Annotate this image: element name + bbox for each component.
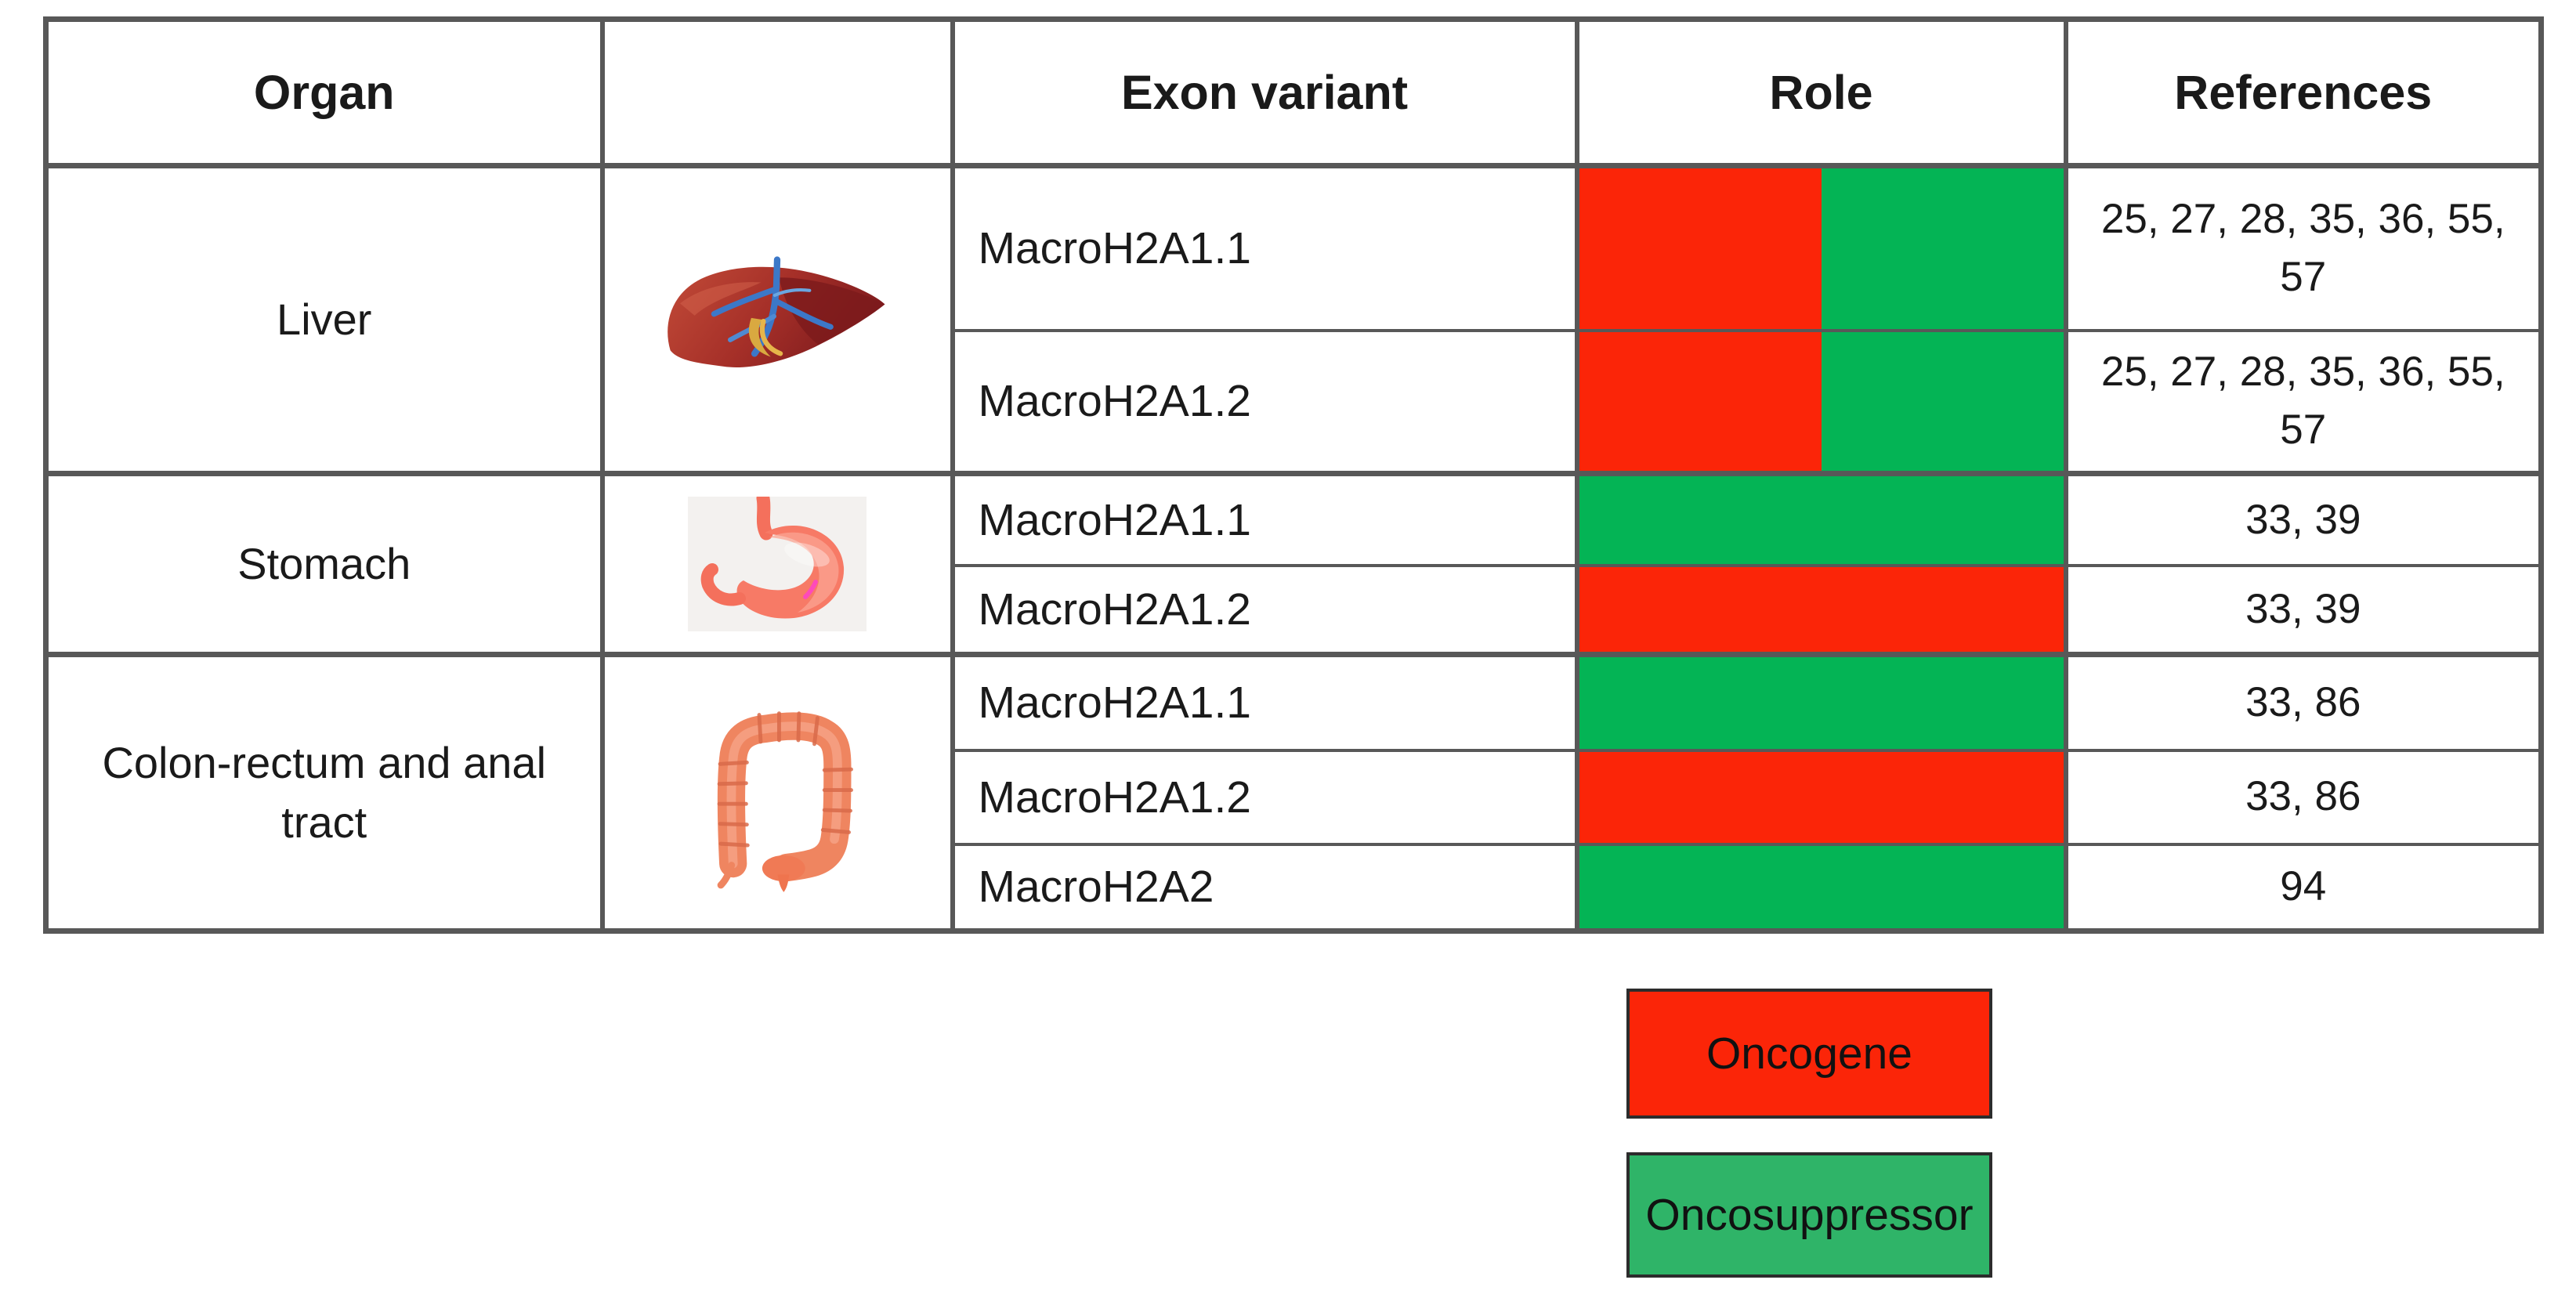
oncosuppressor-swatch xyxy=(1581,847,2061,928)
exon-variant-cell: MacroH2A1.2 xyxy=(950,748,1579,846)
organ-cell-liver: Liver xyxy=(43,163,605,475)
role-cell-colon-macroh2a1-1 xyxy=(1574,652,2068,752)
role-fill xyxy=(1581,847,2061,928)
table-row-stomach-macroh2a1-2: MacroH2A1.2 33, 39 xyxy=(46,563,2544,656)
role-cell-liver-macroh2a1-2 xyxy=(1574,328,2068,475)
organ-image-cell-liver xyxy=(599,163,955,475)
role-cell-colon-macroh2a1-2 xyxy=(1574,748,2068,846)
exon-variant-cell: MacroH2A1.2 xyxy=(950,563,1579,656)
table-row-liver-macroh2a1-2: MacroH2A1.2 25, 27, 28, 35, 36, 55, 57 xyxy=(46,328,2544,475)
legend-oncogene: Oncogene xyxy=(1626,989,1992,1119)
legend-oncogene-label: Oncogene xyxy=(1706,1029,1913,1079)
oncogene-swatch xyxy=(1581,171,1822,327)
oncosuppressor-swatch xyxy=(1821,333,2061,471)
legend-oncosuppressor: Oncosuppressor xyxy=(1626,1152,1992,1278)
oncosuppressor-swatch xyxy=(1581,479,2061,562)
references-cell: 25, 27, 28, 35, 36, 55, 57 xyxy=(2063,163,2544,332)
oncogene-swatch xyxy=(1581,568,2061,652)
organ-cell-colon-rectum: Colon-rectum and anal tract xyxy=(43,652,605,933)
table-row-colon-macroh2a1-2: MacroH2A1.2 33, 86 xyxy=(46,748,2544,846)
oncosuppressor-swatch xyxy=(1821,171,2061,327)
role-cell-colon-macroh2a2 xyxy=(1574,842,2068,933)
oncogene-swatch xyxy=(1581,753,2061,841)
oncogene-swatch xyxy=(1581,333,1822,471)
table-row-colon-macroh2a2: MacroH2A2 94 xyxy=(46,842,2544,933)
role-split xyxy=(1581,333,2061,471)
role-split xyxy=(1581,171,2061,327)
column-header-organ-image xyxy=(599,17,955,168)
table-row-liver-macroh2a1-1: Liver xyxy=(43,163,2544,475)
references-cell: 33, 86 xyxy=(2063,748,2544,846)
column-header-organ: Organ xyxy=(43,17,605,168)
table-row-stomach-macroh2a1-1: Stomach MacroH2A1.1 xyxy=(43,471,2544,656)
colon-icon xyxy=(717,710,853,892)
organ-cell-stomach: Stomach xyxy=(43,471,605,656)
macroh2a-variants-table: Organ Exon variant Role References Liver xyxy=(43,16,2544,934)
references-cell: 33, 39 xyxy=(2063,563,2544,656)
references-cell: 33, 39 xyxy=(2063,471,2544,567)
exon-variant-cell: MacroH2A1.1 xyxy=(950,652,1579,752)
header-row: Organ Exon variant Role References xyxy=(43,17,2544,168)
table-row-colon-macroh2a1-1: Colon-rectum and anal tract xyxy=(43,652,2544,933)
exon-variant-cell: MacroH2A2 xyxy=(950,842,1579,933)
organ-image-cell-colon xyxy=(599,652,955,933)
role-cell-liver-macroh2a1-1 xyxy=(1574,163,2068,332)
references-cell: 25, 27, 28, 35, 36, 55, 57 xyxy=(2063,328,2544,475)
stomach-icon xyxy=(688,497,867,631)
column-header-references: References xyxy=(2063,17,2544,168)
column-header-exon-variant: Exon variant xyxy=(950,17,1579,168)
role-cell-stomach-macroh2a1-1 xyxy=(1574,471,2068,567)
column-header-role: Role xyxy=(1574,17,2068,168)
role-fill xyxy=(1581,568,2061,652)
exon-variant-cell: MacroH2A1.1 xyxy=(950,163,1579,332)
organ-image-cell-stomach xyxy=(599,471,955,656)
legend-oncosuppressor-label: Oncosuppressor xyxy=(1645,1190,1974,1240)
oncosuppressor-swatch xyxy=(1581,660,2061,747)
references-cell: 33, 86 xyxy=(2063,652,2544,752)
role-fill xyxy=(1581,660,2061,747)
liver-icon xyxy=(668,256,885,367)
exon-variant-cell: MacroH2A1.2 xyxy=(950,328,1579,475)
role-fill xyxy=(1581,479,2061,562)
exon-variant-cell: MacroH2A1.1 xyxy=(950,471,1579,567)
role-cell-stomach-macroh2a1-2 xyxy=(1574,563,2068,656)
role-fill xyxy=(1581,753,2061,841)
references-cell: 94 xyxy=(2063,842,2544,933)
